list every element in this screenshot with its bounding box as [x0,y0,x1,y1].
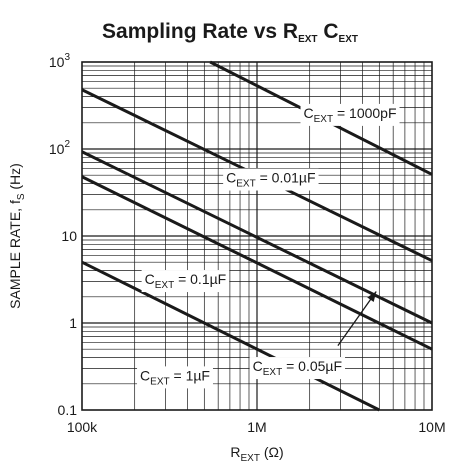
x-axis-label: REXT (Ω) [230,444,283,464]
series-label-background [137,366,213,389]
series-label-background [141,270,230,293]
series-label-text: CEXT = 1µF [140,367,210,387]
series-label-text: CEXT = 0.01µF [226,170,315,190]
x-tick-label: 1M [247,419,266,435]
x-tick-label: 10M [418,419,445,435]
y-tick-label: 0.1 [58,402,78,418]
series-label-text: CEXT = 0.05µF [253,358,342,378]
series-label-text: CEXT = 1000pF [304,105,397,125]
y-tick-label: 102 [49,139,71,157]
chart-title: Sampling Rate vs REXT CEXT [102,20,358,45]
series-label-text: CEXT = 0.1µF [145,271,227,291]
y-tick-label: 10 [61,228,77,244]
tick-layer: 100k 1M 10M 0.1 1 10 102 103 [49,52,446,435]
annotation-arrow-head [367,291,377,303]
series-line-3 [81,175,433,351]
x-tick-label: 100k [67,419,98,435]
y-axis-label: SAMPLE RATE, fS (Hz) [7,163,27,309]
annotation-arrow-shaft [337,291,377,346]
series-label-0: CEXT = 1000pF [300,103,400,126]
series-label-background [300,103,400,126]
series-label-3: CEXT = 0.1µF [141,270,230,293]
y-tick-label: 103 [49,52,71,70]
series-label-background [223,168,319,191]
y-tick-label: 1 [69,315,77,331]
series-label-background [249,357,346,380]
series-line-4 [81,260,380,412]
series-label-4: CEXT = 1µF [137,366,213,389]
series-label-1: CEXT = 0.01µF [223,168,319,191]
annotation-layer: CEXT = 1000pF CEXT = 0.01µF CEXT = 0.1µF CE… [137,103,400,389]
series-label-2: CEXT = 0.05µF [249,357,346,380]
plot-frame [81,61,433,411]
